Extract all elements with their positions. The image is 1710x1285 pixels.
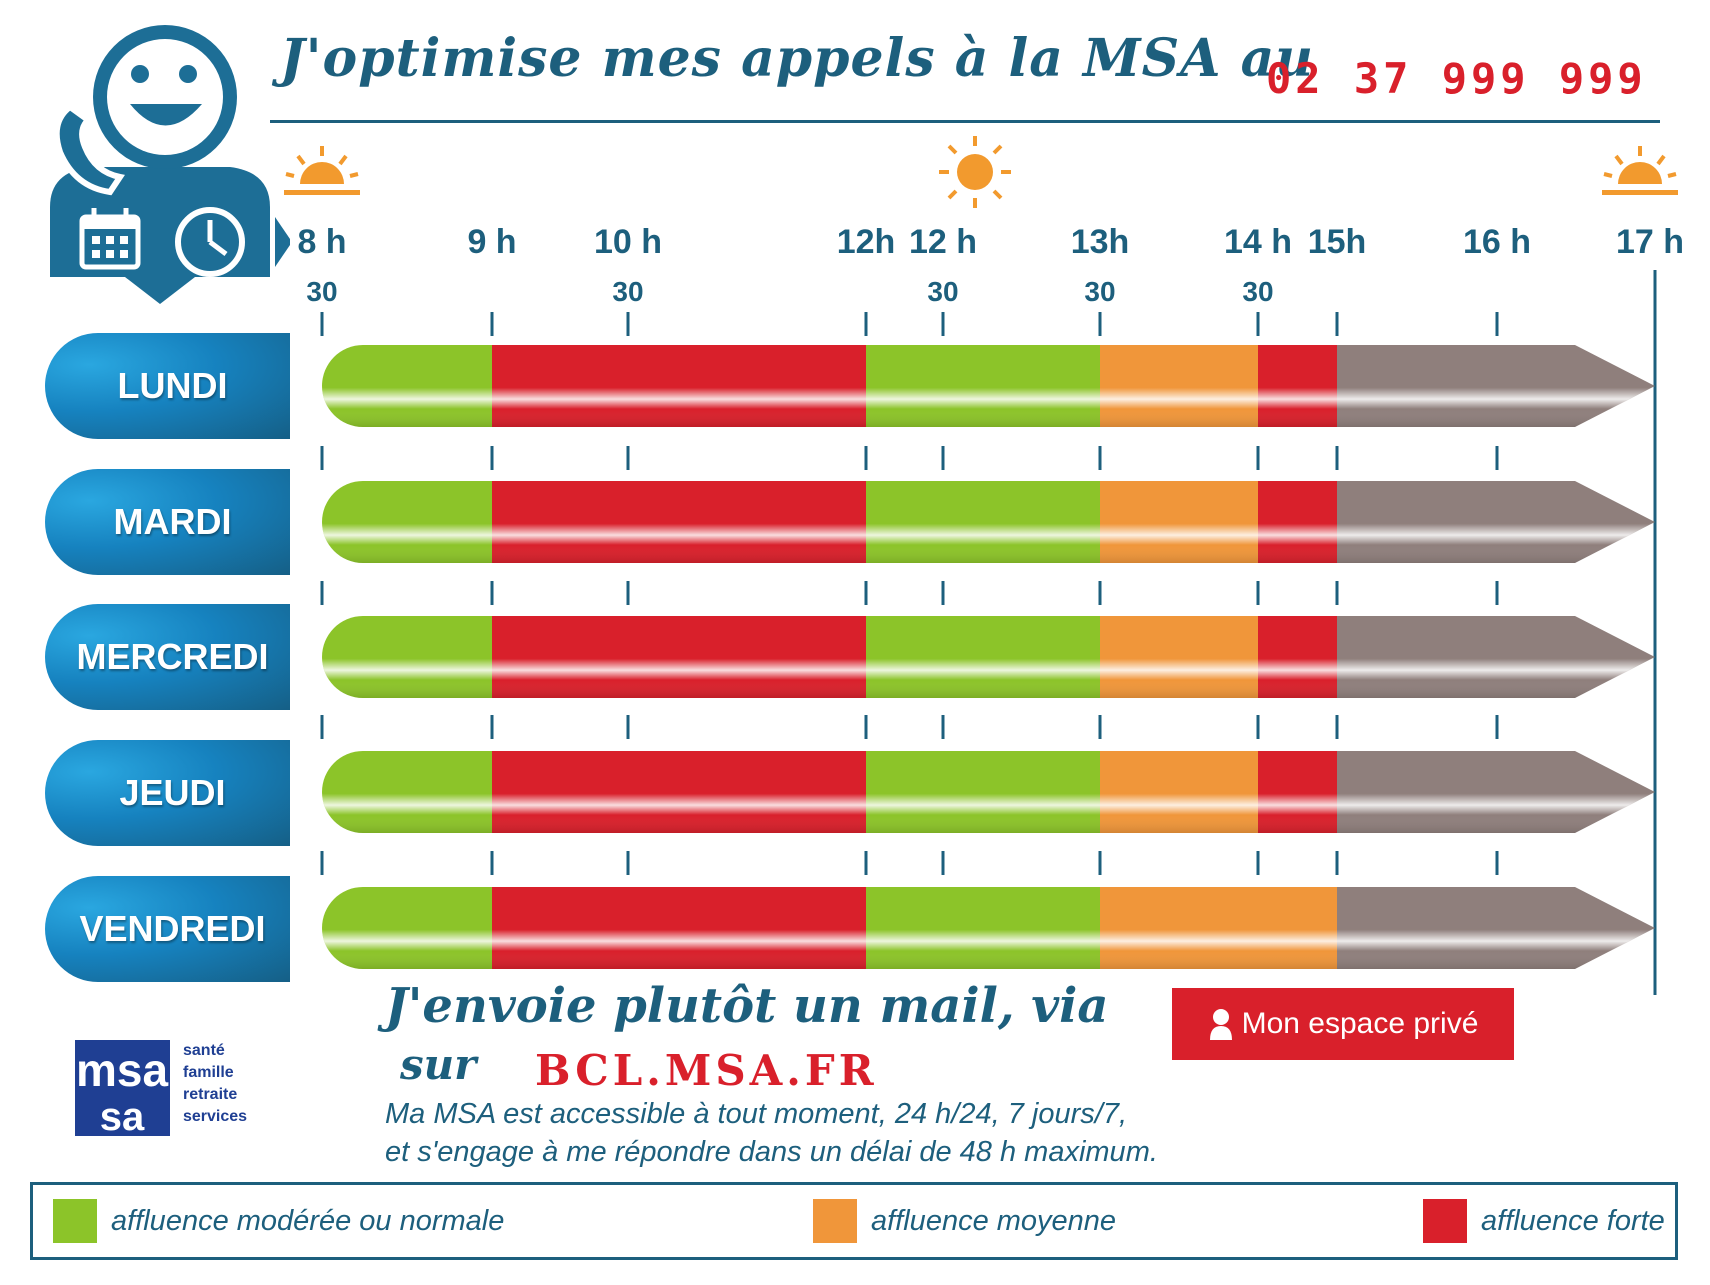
- agent-mascot-icon: [50, 25, 290, 304]
- tick-minute-label: 30: [612, 276, 644, 307]
- logo-word-famille: famille: [183, 1064, 234, 1081]
- segment-shine: [1337, 345, 1655, 427]
- sunrise-icon: [284, 146, 360, 195]
- tick-hour-label: 12h: [836, 223, 896, 261]
- legend-swatch-orange: [813, 1199, 857, 1243]
- sun-icon: [939, 136, 1011, 208]
- tick-hour-label: 9 h: [467, 223, 517, 261]
- segment-shine: [1258, 616, 1337, 698]
- tick-hour-label: 14 h: [1223, 223, 1293, 261]
- tick-hour-label: 13h: [1070, 223, 1130, 261]
- msa-logo: msa sa santé famille retraite services: [75, 1040, 280, 1140]
- legend-item-moyenne: affluence moyenne: [813, 1199, 1116, 1243]
- day-bar-vendredi: [322, 887, 1655, 969]
- header-divider: [270, 120, 1660, 123]
- svg-text:msa: msa: [76, 1044, 168, 1096]
- svg-text:sa: sa: [100, 1095, 145, 1136]
- segment-shine: [322, 751, 492, 833]
- tick-hour-label: 10 h: [593, 223, 663, 261]
- segment-shine: [1100, 481, 1258, 563]
- segment-shine: [866, 481, 1100, 563]
- segment-shine: [492, 751, 866, 833]
- segment-shine: [1337, 481, 1655, 563]
- segment-shine: [322, 616, 492, 698]
- segment-shine: [1100, 616, 1258, 698]
- tick-hour-label: 16 h: [1462, 223, 1532, 261]
- segment-shine: [322, 887, 492, 969]
- sunset-icon: [1602, 146, 1678, 195]
- espace-prive-button[interactable]: Mon espace privé: [1172, 988, 1514, 1060]
- legend-swatch-green: [53, 1199, 97, 1243]
- segment-shine: [492, 887, 866, 969]
- availability-note-line1: Ma MSA est accessible à tout moment, 24 …: [385, 1098, 1128, 1130]
- legend-item-forte: affluence forte: [1423, 1199, 1665, 1243]
- msa-logo-letters: msa sa: [76, 1044, 168, 1139]
- tick-hour-label: 8 h: [297, 223, 347, 261]
- segment-shine: [492, 616, 866, 698]
- segment-shine: [322, 345, 492, 427]
- segment-shine: [1100, 345, 1258, 427]
- legend: affluence modérée ou normale affluence m…: [30, 1182, 1678, 1260]
- day-label-lundi: LUNDI: [45, 333, 290, 439]
- segment-shine: [1337, 887, 1655, 969]
- segment-shine: [1100, 887, 1337, 969]
- segment-shine: [1100, 751, 1258, 833]
- day-bar-mercredi: [322, 616, 1655, 698]
- tick-minute-label: 30: [1242, 276, 1274, 307]
- tick-hour-label: 12 h: [908, 223, 978, 261]
- segment-shine: [866, 616, 1100, 698]
- tick-minute-label: 30: [1084, 276, 1116, 307]
- tick-minute-label: 30: [306, 276, 338, 307]
- clock-icon: [175, 207, 245, 277]
- logo-word-retraite: retraite: [183, 1086, 238, 1103]
- phone-icon: [53, 103, 125, 196]
- espace-prive-label: Mon espace privé: [1241, 1007, 1479, 1040]
- segment-shine: [1258, 751, 1337, 833]
- phone-number[interactable]: 02 37 999 999: [1266, 54, 1647, 103]
- logo-word-sante: santé: [183, 1042, 225, 1059]
- timeline-chart: [320, 270, 1657, 995]
- day-label-vendredi: VENDREDI: [45, 876, 290, 982]
- day-bar-lundi: [322, 345, 1655, 427]
- calendar-icon: [79, 208, 141, 270]
- segment-shine: [866, 751, 1100, 833]
- day-bar-jeudi: [322, 751, 1655, 833]
- legend-item-normal: affluence modérée ou normale: [53, 1199, 504, 1243]
- segment-shine: [492, 481, 866, 563]
- legend-label-moyenne: affluence moyenne: [871, 1204, 1117, 1237]
- tick-minute-label: 30: [927, 276, 959, 307]
- user-icon: [1209, 1009, 1232, 1040]
- day-bar-mardi: [322, 481, 1655, 563]
- day-label-mardi: MARDI: [45, 469, 290, 575]
- segment-shine: [866, 345, 1100, 427]
- segment-shine: [1337, 751, 1655, 833]
- day-label-jeudi: JEUDI: [45, 740, 290, 846]
- availability-note-line2: et s'engage à me répondre dans un délai …: [385, 1136, 1158, 1168]
- logo-word-services: services: [183, 1108, 248, 1125]
- legend-label-normal: affluence modérée ou normale: [111, 1204, 505, 1237]
- segment-shine: [322, 481, 492, 563]
- day-label-mercredi: MERCREDI: [45, 604, 290, 710]
- tick-hour-label: 15h: [1307, 223, 1367, 261]
- segment-shine: [492, 345, 866, 427]
- mail-via: sur: [400, 1040, 477, 1089]
- mail-heading: J'envoie plutôt un mail, via: [385, 978, 1109, 1034]
- page-title: J'optimise mes appels à la MSA au: [280, 28, 1315, 89]
- segment-shine: [1258, 345, 1337, 427]
- tick-hour-label: 17 h: [1615, 223, 1685, 261]
- msa-logo-mark: msa sa: [75, 1040, 170, 1139]
- legend-label-forte: affluence forte: [1481, 1204, 1665, 1237]
- segment-shine: [866, 887, 1100, 969]
- website-link[interactable]: BCL.MSA.FR: [535, 1046, 878, 1095]
- segment-shine: [1337, 616, 1655, 698]
- legend-swatch-red: [1423, 1199, 1467, 1243]
- segment-shine: [1258, 481, 1337, 563]
